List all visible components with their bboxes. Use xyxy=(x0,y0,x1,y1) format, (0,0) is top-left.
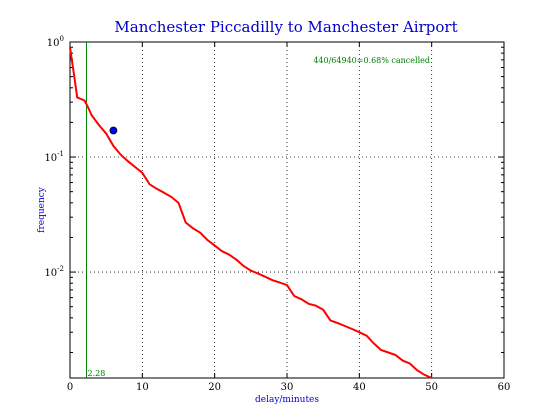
mean-delay-label: 2.28 xyxy=(87,369,105,378)
y-tick-label: 10-1 xyxy=(44,150,64,164)
x-tick-label: 30 xyxy=(281,382,294,393)
data-marker xyxy=(109,126,118,135)
x-tick-label: 60 xyxy=(498,382,511,393)
grid xyxy=(70,42,504,378)
x-tick-label: 20 xyxy=(208,382,221,393)
axis-ticks xyxy=(69,41,505,378)
y-tick-label: 100 xyxy=(47,35,64,49)
x-tick-label: 0 xyxy=(67,382,73,393)
y-tick-label: 10-2 xyxy=(44,265,64,279)
y-axis-label: frequency xyxy=(37,186,47,233)
x-tick-label: 50 xyxy=(425,382,438,393)
chart-title: Manchester Piccadilly to Manchester Airp… xyxy=(114,18,457,36)
cancelled-annotation: 440/64940=0.68% cancelled xyxy=(313,56,430,65)
y-tick-labels: 100 10-1 10-2 xyxy=(44,35,64,279)
x-tick-label: 10 xyxy=(136,382,149,393)
x-tick-labels: 0 10 20 30 40 50 60 xyxy=(67,382,511,393)
series-line xyxy=(69,47,433,379)
x-tick-label: 40 xyxy=(353,382,366,393)
x-axis-label: delay/minutes xyxy=(255,395,319,405)
